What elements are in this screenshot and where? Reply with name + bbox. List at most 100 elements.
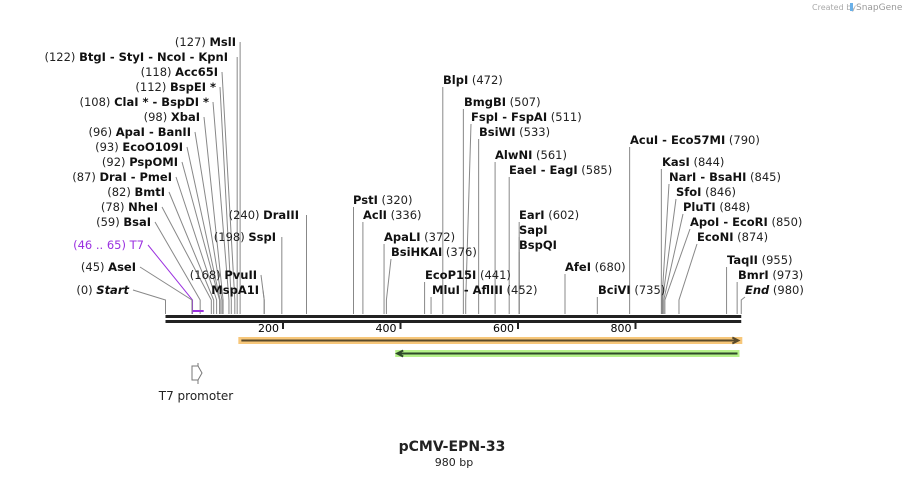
site-label: NarI - BsaHI (845) <box>669 170 781 184</box>
site-name: NarI - BsaHI <box>669 170 746 184</box>
site-name: SapI <box>519 223 548 237</box>
site-position: (122) <box>45 50 80 64</box>
snapgene-logo-icon <box>850 3 853 11</box>
site-label: End (980) <box>745 283 804 297</box>
site-label: (118) Acc65I <box>141 65 218 79</box>
site-position: (108) <box>80 95 115 109</box>
site-label: MluI - AflIII (452) <box>432 283 538 297</box>
site-name: BtgI - StyI - NcoI - KpnI <box>79 50 228 64</box>
site-leader-line <box>139 266 193 314</box>
credit-brand: SnapGene <box>856 3 903 13</box>
site-position: (846) <box>701 185 736 199</box>
site-label: BlpI (472) <box>443 73 503 87</box>
site-label: (82) BmtI <box>107 185 165 199</box>
backbone-top-strand <box>165 315 742 318</box>
site-name: BlpI <box>443 73 468 87</box>
site-name: MslI <box>209 35 236 49</box>
site-name: MluI - AflIII <box>432 283 503 297</box>
site-position: (336) <box>387 208 422 222</box>
site-name: BsiWI <box>479 125 516 139</box>
site-position: (844) <box>690 155 725 169</box>
site-position: (472) <box>468 73 503 87</box>
site-position: (127) <box>175 35 210 49</box>
site-label: SfoI (846) <box>676 185 736 199</box>
site-label: EaeI - EagI (585) <box>509 163 612 177</box>
site-name: EcoO109I <box>122 140 183 154</box>
site-position: (533) <box>516 125 551 139</box>
map-title: pCMV-EPN-33 <box>399 439 506 455</box>
site-position: (59) <box>96 215 123 229</box>
site-name: PspOMI <box>129 155 178 169</box>
map-length: 980 bp <box>435 456 473 469</box>
site-label: EarI (602) <box>519 208 579 222</box>
site-leader-line <box>262 289 265 314</box>
green-feature-direction-icon <box>394 349 738 358</box>
credit-prefix: Created by <box>812 3 856 12</box>
site-position: (240) <box>229 208 264 222</box>
site-name: MspA1I <box>211 283 259 297</box>
site-name: ApoI - EcoRI <box>690 215 768 229</box>
site-position: (511) <box>547 110 582 124</box>
ruler-tick-label: 200 <box>258 322 279 335</box>
site-label: EcoP15I (441) <box>425 268 511 282</box>
site-position: (790) <box>725 133 760 147</box>
site-name: AlwNI <box>495 148 532 162</box>
ruler-tick-label: 800 <box>611 322 632 335</box>
site-label: BsiHKAI (376) <box>391 245 477 259</box>
site-name: Acc65I <box>175 65 218 79</box>
site-leader-line <box>664 228 691 314</box>
site-name: XbaI <box>171 110 200 124</box>
site-label: AlwNI (561) <box>495 148 567 162</box>
site-name: SspI <box>248 230 276 244</box>
backbone: 200 400 600 800 <box>165 315 742 335</box>
site-leader-line <box>186 146 221 314</box>
site-position: (198) <box>214 230 249 244</box>
site-position: (168) <box>190 268 225 282</box>
site-position: (602) <box>545 208 580 222</box>
site-label: (93) EcoO109I <box>95 140 183 154</box>
site-position: (850) <box>768 215 803 229</box>
site-label: (127) MslI <box>175 35 236 49</box>
site-label: (168) PvuII <box>190 268 257 282</box>
t7-promoter-arrow-icon[interactable] <box>191 363 203 384</box>
site-label: (87) DraI - PmeI <box>72 170 172 184</box>
site-leader-line <box>663 213 684 314</box>
site-name: AfeI <box>565 260 591 274</box>
site-name: DraI - PmeI <box>99 170 172 184</box>
site-label: (45) AseI <box>81 260 136 274</box>
site-label: BmgBI (507) <box>464 95 541 109</box>
site-label: (59) BsaI <box>96 215 151 229</box>
site-position: (507) <box>506 95 541 109</box>
site-position: (735) <box>631 283 666 297</box>
site-name: BspQI <box>519 238 557 252</box>
site-label: BsiWI (533) <box>479 125 550 139</box>
site-position: (87) <box>72 170 99 184</box>
site-label: (122) BtgI - StyI - NcoI - KpnI <box>45 50 229 64</box>
site-name: Start <box>96 283 129 297</box>
site-position: (118) <box>141 65 176 79</box>
site-name: BmgBI <box>464 95 506 109</box>
ruler-tick-label: 400 <box>376 322 397 335</box>
site-position: (46 .. 65) <box>73 238 130 252</box>
site-name: SfoI <box>676 185 701 199</box>
site-position: (561) <box>532 148 567 162</box>
site-name: PstI <box>353 193 378 207</box>
site-label: AcuI - Eco57MI (790) <box>630 133 760 147</box>
site-position: (441) <box>476 268 511 282</box>
site-label: MspA1I <box>211 283 259 297</box>
site-position: (112) <box>135 80 170 94</box>
site-label: (0) Start <box>76 283 129 297</box>
site-label: BciVI (735) <box>598 283 665 297</box>
site-label: (108) ClaI * - BspDI * <box>80 95 210 109</box>
site-label: (98) XbaI <box>144 110 200 124</box>
site-label: BmrI (973) <box>738 268 803 282</box>
site-label: AfeI (680) <box>565 260 626 274</box>
site-name: BciVI <box>598 283 631 297</box>
backbone-bottom-strand <box>165 320 742 323</box>
site-name: EaeI - EagI <box>509 163 578 177</box>
site-label: (240) DraIII <box>229 208 299 222</box>
site-name: TaqII <box>727 253 758 267</box>
site-name: AclI <box>363 208 387 222</box>
site-name: T7 <box>129 238 144 252</box>
